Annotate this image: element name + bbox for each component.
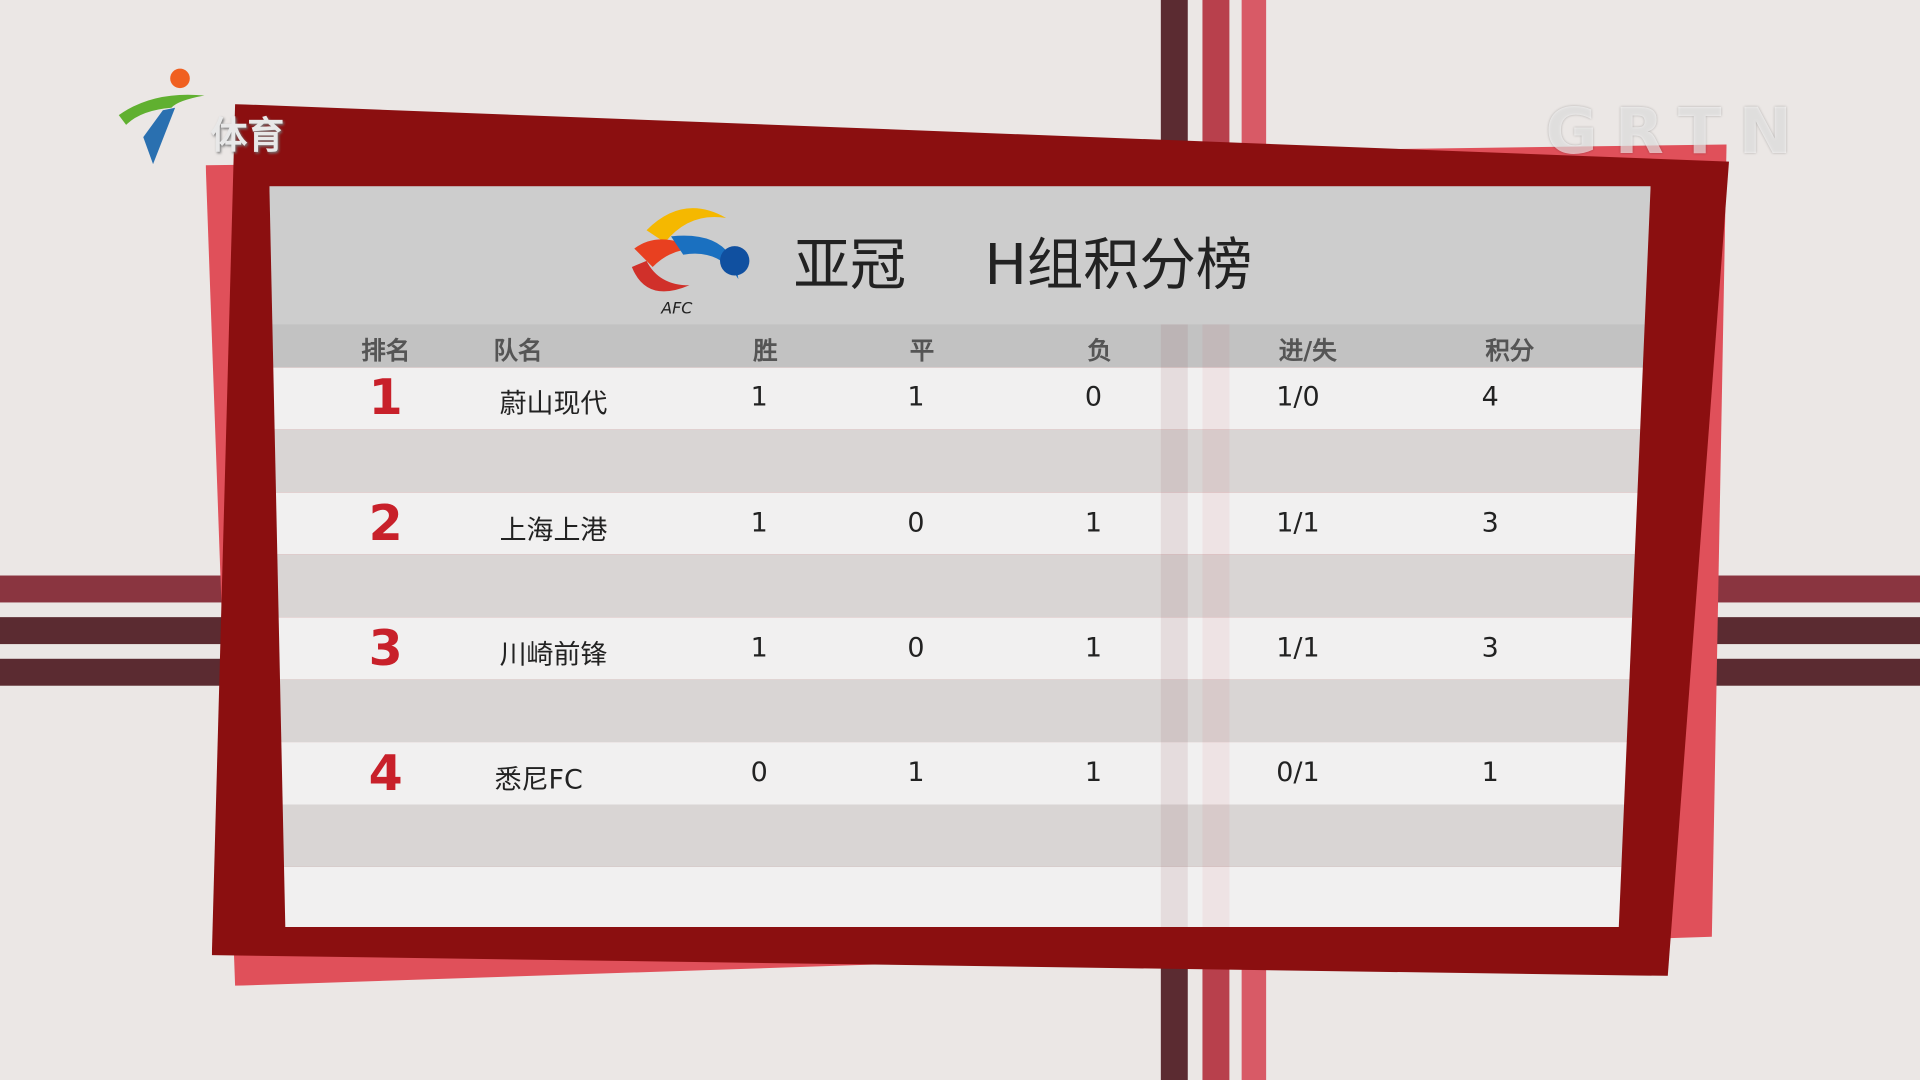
wins: 1 <box>750 508 768 539</box>
col-team: 队名 <box>493 335 543 365</box>
col-rank: 排名 <box>361 335 411 365</box>
col-wins: 胜 <box>753 335 778 365</box>
goals: 1/1 <box>1276 633 1320 664</box>
header-row <box>269 324 1651 368</box>
goals: 1/1 <box>1276 508 1320 539</box>
points: 4 <box>1481 382 1499 413</box>
rank: 4 <box>368 745 403 803</box>
rank: 3 <box>368 620 403 678</box>
points: 1 <box>1481 757 1499 789</box>
rank: 2 <box>368 495 403 553</box>
wins: 1 <box>750 382 768 413</box>
competition-title: 亚冠 <box>793 231 907 298</box>
team-name: 蔚山现代 <box>499 389 608 421</box>
rank: 1 <box>368 369 403 427</box>
team-name: 川崎前锋 <box>499 640 608 672</box>
goals: 1/0 <box>1276 382 1320 413</box>
points: 3 <box>1481 508 1499 539</box>
draws: 0 <box>907 508 925 539</box>
losses: 0 <box>1084 382 1103 413</box>
draws: 1 <box>907 382 925 413</box>
col-losses: 负 <box>1087 335 1112 365</box>
group-title: H组积分榜 <box>984 231 1253 298</box>
team-name: 上海上港 <box>499 515 608 547</box>
wins: 1 <box>750 633 768 664</box>
losses: 1 <box>1084 757 1103 789</box>
losses: 1 <box>1084 633 1103 664</box>
wins: 0 <box>750 757 768 789</box>
col-draws: 平 <box>909 335 935 365</box>
draws: 0 <box>907 633 925 664</box>
losses: 1 <box>1084 508 1103 539</box>
points: 3 <box>1481 633 1499 664</box>
col-goals: 进/失 <box>1278 335 1337 365</box>
team-name: 悉尼FC <box>494 765 583 796</box>
grtn-watermark: GRTN <box>1545 95 1810 169</box>
svg-text:AFC: AFC <box>660 298 693 315</box>
afc-logo: AFC <box>631 208 750 316</box>
channel-logo-icon <box>118 68 205 165</box>
col-points: 积分 <box>1485 335 1535 365</box>
channel-logo-text: 体育 <box>210 115 285 158</box>
goals: 0/1 <box>1276 757 1320 789</box>
draws: 1 <box>907 757 925 789</box>
